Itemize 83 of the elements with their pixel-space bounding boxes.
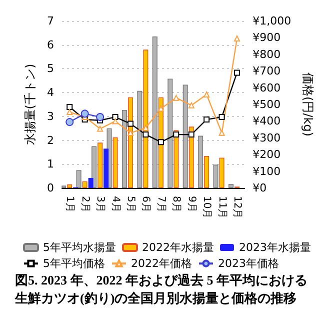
point: [142, 124, 149, 131]
bar: [143, 50, 148, 188]
point: [66, 104, 73, 110]
y2-axis-title: 価格(円/kg): [301, 72, 315, 136]
bar: [104, 148, 109, 188]
point: [96, 113, 104, 122]
x-tick-label: 8月: [170, 196, 182, 212]
y-tick-label: 3: [47, 110, 54, 123]
bar: [88, 178, 94, 188]
bar: [122, 110, 127, 188]
point: [234, 70, 240, 76]
y-tick-label: 2: [47, 134, 54, 147]
point: [112, 114, 118, 120]
y2-tick-label: ¥100: [252, 164, 281, 178]
point: [158, 106, 164, 112]
y-tick-label: 7: [47, 14, 54, 28]
bar: [168, 78, 173, 188]
x-tick-label: 7月: [155, 196, 166, 212]
legend-label: 2023年価格: [218, 257, 279, 270]
x-tick-label: 5月: [124, 196, 136, 212]
y-axis-title: 水揚量(千トン): [23, 64, 38, 146]
y-tick-label: 4: [47, 86, 54, 100]
y-tick-label: 0: [47, 182, 54, 194]
point: [204, 91, 210, 98]
y2-tick-label: ¥600: [252, 81, 281, 94]
point: [188, 132, 194, 138]
y-tick-label: 1: [47, 158, 54, 171]
bar: [92, 146, 97, 188]
y2-tick-label: ¥300: [252, 131, 281, 144]
legend-label: 2023年水揚量: [238, 241, 311, 254]
bar: [219, 158, 224, 188]
x-tick-label: 12月: [232, 196, 242, 219]
point: [173, 94, 180, 101]
point: [142, 132, 149, 138]
x-tick-label: 10月: [201, 196, 212, 219]
bar: [76, 170, 82, 188]
y2-tick-label: ¥900: [252, 31, 281, 44]
bar: [188, 126, 194, 188]
y2-tick-label: ¥0: [252, 182, 267, 194]
legend-label: 2022年水揚量: [142, 241, 214, 254]
y2-tick-label: ¥500: [252, 98, 281, 111]
point: [234, 36, 240, 42]
bar: [228, 184, 234, 188]
x-tick-label: 1月: [64, 196, 76, 212]
legend-label: 5年平均価格: [43, 257, 105, 270]
y2-tick-label: ¥200: [252, 148, 281, 162]
bar: [213, 164, 218, 188]
point: [188, 102, 194, 108]
point: [127, 130, 134, 136]
bar: [204, 156, 210, 188]
point: [173, 132, 180, 138]
y2-tick-label: ¥400: [252, 114, 281, 128]
bar: [67, 184, 72, 188]
y-tick-label: 6: [47, 38, 54, 52]
point: [66, 118, 74, 126]
x-tick-label: 3月: [94, 196, 106, 212]
bar: [137, 90, 142, 188]
legend-label: 2022年価格: [131, 257, 192, 270]
point: [112, 118, 118, 124]
y2-tick-label: ¥800: [252, 48, 281, 61]
x-tick-label: 6月: [140, 196, 152, 212]
bar: [82, 181, 88, 188]
y-tick-label: 5: [47, 62, 54, 76]
bar: [198, 136, 204, 188]
bar: [112, 137, 118, 188]
point: [218, 130, 225, 136]
text: 図5. 2023 年、2022 年および過去 5 年平均における生鮮カツオ(釣り)の全国月別水揚量と価格の推移: [14, 272, 308, 306]
point: [127, 120, 134, 127]
point: [158, 139, 164, 146]
x-tick-label: 4月: [110, 196, 121, 212]
point: [97, 126, 104, 132]
x-tick-label: 11月: [216, 196, 228, 219]
bar: [182, 84, 188, 188]
y2-tick-label: ¥700: [252, 64, 281, 78]
x-tick-label: 2月: [79, 196, 90, 212]
bar: [98, 142, 103, 188]
point: [218, 114, 225, 120]
bar: [152, 36, 158, 188]
legend-label: 5年平均水揚量: [43, 241, 116, 254]
point: [80, 110, 89, 118]
x-tick-label: 9月: [186, 196, 197, 212]
point: [204, 116, 210, 123]
y2-tick-label: ¥1,000: [252, 14, 292, 28]
